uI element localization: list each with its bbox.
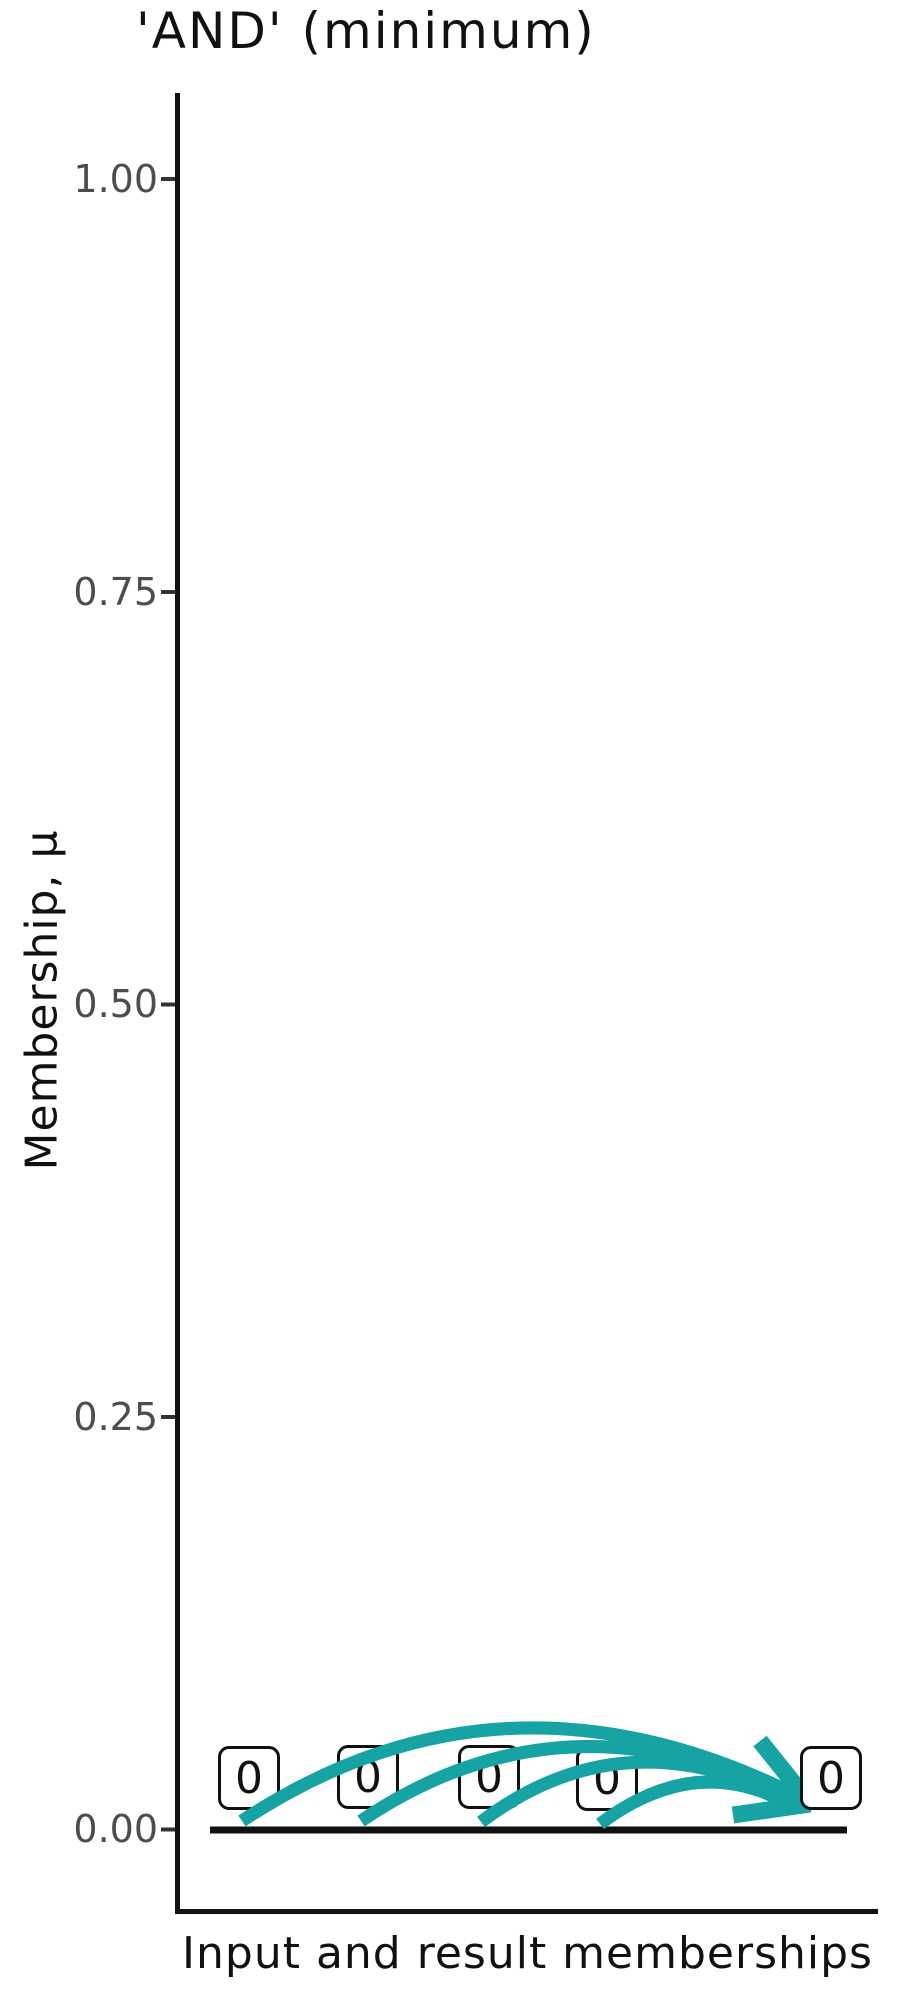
input-membership-value-3: 0 xyxy=(475,1751,503,1803)
arrowhead-lower-barb xyxy=(731,1795,812,1824)
input-membership-box-1: 0 xyxy=(218,1746,280,1810)
input-membership-value-1: 0 xyxy=(235,1752,263,1804)
input-membership-value-2: 0 xyxy=(354,1751,382,1803)
input-membership-box-2: 0 xyxy=(337,1745,399,1809)
y-tick-label-1.00: 1.00 xyxy=(73,157,158,201)
result-membership-box: 0 xyxy=(800,1746,862,1810)
y-tick-label-0.00: 0.00 xyxy=(73,1807,158,1851)
chart-title: 'AND' (minimum) xyxy=(136,2,596,60)
input-membership-box-3: 0 xyxy=(458,1745,520,1809)
input-membership-box-4: 0 xyxy=(576,1747,638,1811)
y-tick-label-0.75: 0.75 xyxy=(73,570,158,614)
input-membership-value-4: 0 xyxy=(593,1753,621,1805)
result-membership-value: 0 xyxy=(817,1752,845,1804)
y-tick-label-0.25: 0.25 xyxy=(73,1395,158,1439)
x-axis-title: Input and result memberships xyxy=(182,1928,873,1979)
y-tick-label-0.50: 0.50 xyxy=(73,982,158,1026)
